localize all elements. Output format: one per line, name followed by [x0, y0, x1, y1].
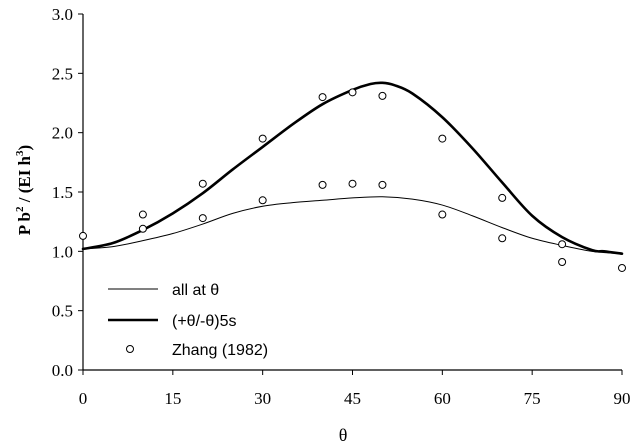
zhang-data-point — [498, 193, 507, 202]
zhang-data-point — [318, 93, 327, 102]
ticks-layer: 0.0 0.5 1.0 1.5 2.0 2.5 3.0 0 15 30 45 60 75 90 — [52, 5, 631, 408]
series-line-layup — [81, 81, 624, 256]
x-tick-label: 90 — [614, 389, 631, 408]
y-tick-label: 0.5 — [52, 302, 73, 321]
x-tick-label: 0 — [79, 389, 88, 408]
zhang-data-point — [318, 180, 327, 189]
legend-label-zhang: Zhang (1982) — [172, 342, 268, 359]
zhang-data-point — [438, 210, 447, 219]
zhang-data-point — [558, 240, 567, 249]
zhang-data-point — [138, 224, 147, 233]
zhang-data-point — [348, 179, 357, 188]
y-tick-label: 1.0 — [52, 242, 73, 261]
y-tick-label: 0.0 — [52, 361, 73, 380]
legend-label-layup: (+θ/-θ)5s — [172, 313, 236, 330]
zhang-data-point — [378, 180, 387, 189]
x-axis-title: θ — [339, 425, 348, 445]
y-axis-title-sup2: 3 — [14, 150, 26, 156]
zhang-data-point — [558, 258, 567, 267]
zhang-data-point — [79, 231, 87, 240]
zhang-data-point — [258, 134, 267, 143]
zhang-data-point — [138, 210, 147, 219]
legend: all at θ (+θ/-θ)5s Zhang (1982) — [108, 282, 268, 359]
zhang-data-point — [378, 91, 387, 100]
x-tick-label: 15 — [164, 389, 181, 408]
y-axis-title-part1: P b — [15, 212, 34, 235]
series-line-all-at-theta — [82, 196, 623, 255]
series-layer — [79, 81, 626, 272]
zhang-data-point — [348, 88, 357, 97]
legend-swatch-zhang — [126, 345, 134, 353]
legend-label-all-at-theta: all at θ — [172, 282, 219, 299]
zhang-data-point — [618, 263, 626, 272]
y-tick-label: 3.0 — [52, 5, 73, 24]
y-axis-title-sup1: 2 — [14, 206, 26, 212]
x-tick-label: 60 — [434, 389, 451, 408]
y-axis-title: P b2 / (EI h3) — [14, 145, 34, 235]
zhang-data-point — [198, 179, 207, 188]
y-tick-label: 2.0 — [52, 124, 73, 143]
x-tick-label: 45 — [344, 389, 361, 408]
zhang-data-point — [498, 234, 507, 243]
y-tick-label: 1.5 — [52, 183, 73, 202]
y-axis-title-part3: ) — [15, 145, 34, 151]
x-tick-label: 75 — [524, 389, 541, 408]
zhang-data-point — [258, 196, 267, 205]
zhang-data-point — [198, 214, 207, 223]
y-tick-label: 2.5 — [52, 64, 73, 83]
x-tick-label: 30 — [254, 389, 271, 408]
zhang-data-point — [438, 134, 447, 143]
y-axis-title-part2: / (EI h — [15, 155, 34, 206]
